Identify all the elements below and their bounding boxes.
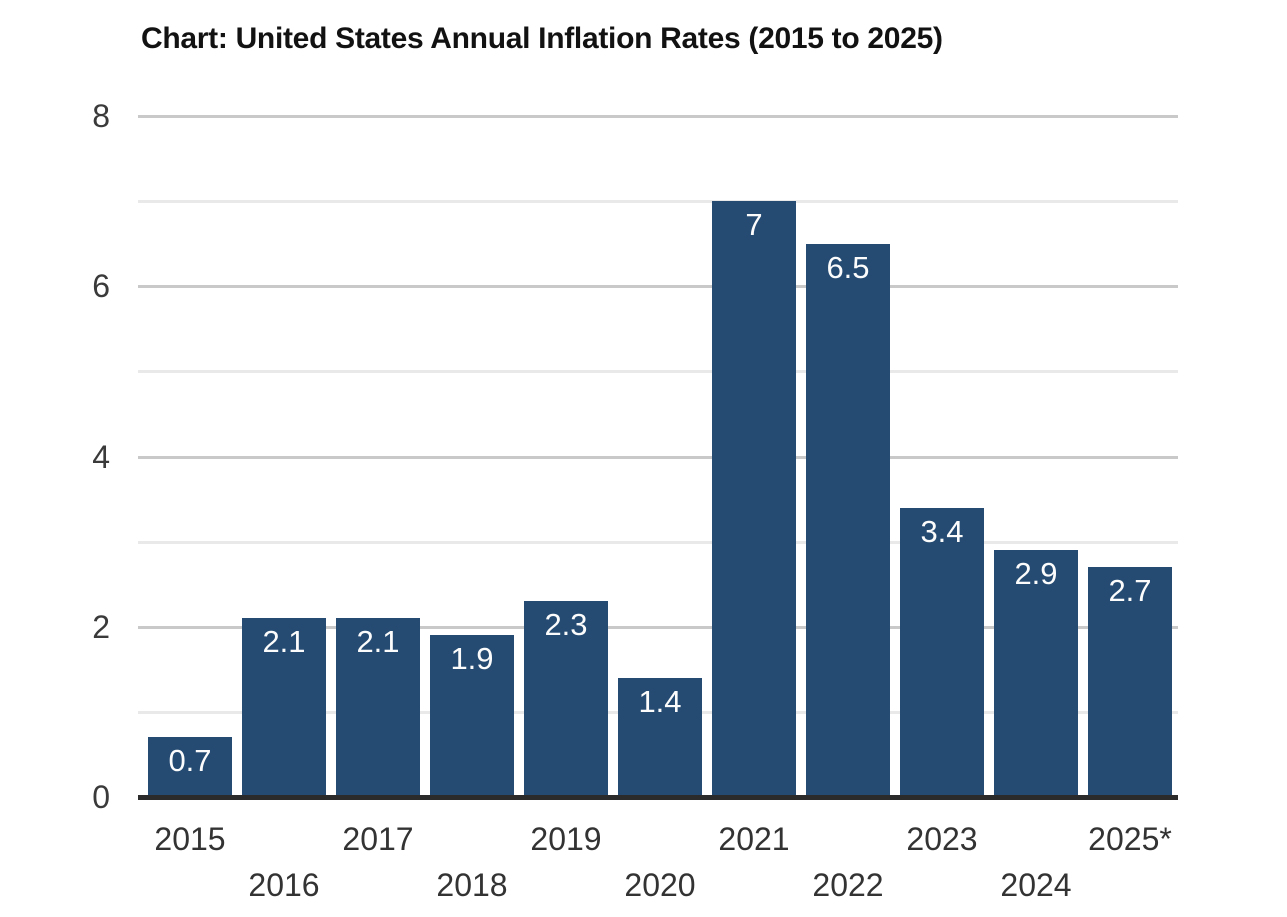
bar-2018: 1.9 [430, 635, 514, 797]
bar-value-label: 6.5 [826, 249, 870, 285]
bar-2019: 2.3 [524, 601, 608, 797]
gridline-major [138, 625, 1178, 629]
y-axis-tick-label: 8 [92, 98, 110, 134]
gridline-major [138, 455, 1178, 459]
gridline-major [138, 115, 1178, 118]
gridline-minor [138, 200, 1178, 204]
gridline-minor [138, 540, 1178, 544]
bar-value-label: 1.4 [638, 683, 682, 719]
bar-2021: 7 [712, 201, 796, 797]
bar-2025: 2.7 [1088, 567, 1172, 797]
x-axis-label-2018: 2018 [436, 867, 508, 903]
x-axis-label-2017: 2017 [342, 821, 414, 857]
x-axis-label-2025: 2025* [1088, 821, 1172, 857]
bar-2020: 1.4 [618, 677, 702, 797]
bar-value-label: 2.1 [262, 624, 306, 660]
bar-value-label: 7 [745, 207, 763, 243]
bar-2015: 0.7 [148, 737, 232, 797]
bar-value-label: 2.9 [1014, 556, 1058, 592]
x-axis-label-2015: 2015 [154, 821, 226, 857]
plot-area: 0.7 2.1 2.1 1.9 2.3 1.4 7 6.5 3.4 2.9 2.7 [138, 115, 1178, 797]
bar-value-label: 2.3 [544, 607, 588, 643]
bar-2023: 3.4 [900, 507, 984, 797]
x-axis-line [138, 795, 1178, 800]
x-axis-label-2023: 2023 [906, 821, 978, 857]
y-axis-tick-label: 0 [92, 779, 110, 815]
chart-title: Chart: United States Annual Inflation Ra… [141, 22, 943, 55]
bar-value-label: 3.4 [920, 513, 964, 549]
y-axis-tick-label: 6 [92, 268, 110, 305]
x-axis-label-2021: 2021 [718, 821, 790, 857]
y-axis-tick-label: 2 [92, 608, 110, 645]
bar-2022: 6.5 [806, 243, 890, 797]
bar-value-label: 2.1 [356, 624, 400, 660]
gridline-major [138, 285, 1178, 289]
x-axis-label-2022: 2022 [812, 867, 884, 903]
bar-value-label: 2.7 [1108, 573, 1152, 609]
bar-2016: 2.1 [242, 618, 326, 797]
x-axis-label-2016: 2016 [248, 867, 320, 903]
y-axis-tick-label: 4 [92, 438, 110, 475]
bar-2024: 2.9 [994, 550, 1078, 797]
x-axis-label-2019: 2019 [530, 821, 602, 857]
x-axis-label-2020: 2020 [624, 867, 696, 903]
bar-value-label: 1.9 [450, 641, 494, 677]
bar-2017: 2.1 [336, 618, 420, 797]
gridline-minor [138, 370, 1178, 374]
x-axis-label-2024: 2024 [1000, 867, 1072, 903]
bar-value-label: 0.7 [168, 743, 212, 779]
